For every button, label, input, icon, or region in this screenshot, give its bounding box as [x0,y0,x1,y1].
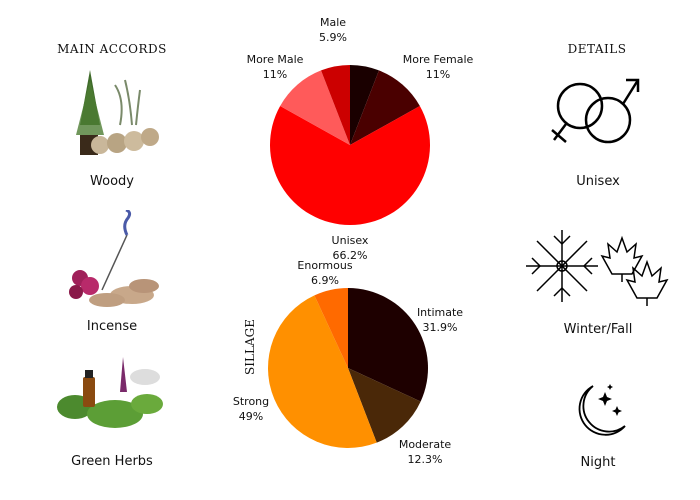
slice-percent: 5.9% [319,31,347,44]
data-label-more-female: More Female 11% [403,52,474,82]
slice-name: Intimate [416,306,464,319]
detail-label-night: Night [580,455,616,470]
main-accords-heading: MAIN ACCORDS [57,42,167,56]
detail-label-winter-fall: Winter/Fall [563,322,633,337]
data-label-strong: Strong 49% [233,394,269,424]
slice-name: Moderate [398,438,452,451]
pie-slice-more-male [280,70,350,145]
data-label-unisex: Unisex 66.2% [332,233,369,263]
accord-label-green-herbs: Green Herbs [71,454,153,469]
data-label-male: Male 5.9% [319,15,347,45]
incense-image [69,210,159,307]
slice-percent: 49% [238,410,264,423]
slice-percent: 31.9% [422,321,458,334]
slice-percent: 12.3% [407,453,443,466]
detail-label-unisex: Unisex [576,174,620,189]
green-herbs-image [57,357,163,428]
pie-slice-enormous [314,288,348,368]
data-label-intimate: Intimate 31.9% [417,305,463,335]
gender-symbols-icon [551,78,640,144]
details-heading: DETAILS [567,42,627,56]
moon-stars-icon [578,384,626,436]
slice-name: Strong [232,395,270,408]
pie-slice-male [321,65,350,145]
pie-slice-intimate [348,288,428,402]
data-label-more-male: More Male 11% [247,52,304,82]
slice-name: More Male [246,53,304,66]
slice-name: Male [319,16,347,29]
accord-label-woody: Woody [90,174,134,189]
slice-percent: 11% [425,68,451,81]
slice-percent: 6.9% [311,274,339,287]
pie-slice-unisex [270,106,430,225]
slice-name: More Female [402,53,474,66]
data-label-enormous: Enormous 6.9% [297,258,352,288]
sillage-chart-title: SILLAGE [242,319,257,375]
accord-label-incense: Incense [86,319,138,334]
slice-name: Unisex [331,234,369,247]
data-label-moderate: Moderate 12.3% [399,437,451,467]
pie-slice-moderate [348,368,421,443]
pie-slice-strong [267,295,377,449]
slice-percent: 66.2% [332,249,368,262]
slice-percent: 11% [262,68,288,81]
slice-name: Enormous [297,259,353,272]
pie-slice-female [350,65,379,145]
woody-plants-image [76,70,159,155]
snowflake-maple-leaf-icon [526,230,669,306]
pie-slice-more-female [350,70,420,145]
